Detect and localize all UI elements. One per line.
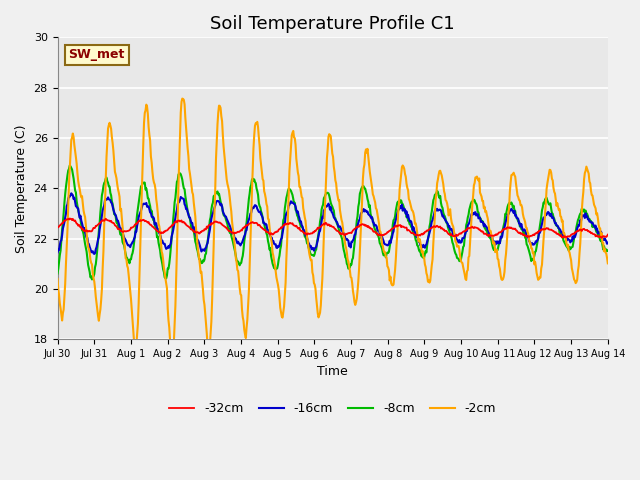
-2cm xyxy=(179,96,186,101)
Line: -32cm: -32cm xyxy=(58,218,608,238)
-2cm xyxy=(401,171,409,177)
-2cm xyxy=(207,331,214,337)
-32cm xyxy=(417,233,424,239)
-8cm xyxy=(417,252,425,258)
-8cm xyxy=(54,271,61,276)
Line: -8cm: -8cm xyxy=(58,166,608,279)
-16cm xyxy=(401,206,409,212)
-32cm xyxy=(177,218,184,224)
-8cm xyxy=(88,276,96,282)
Text: SW_met: SW_met xyxy=(68,48,125,61)
-8cm xyxy=(401,209,409,215)
-8cm xyxy=(207,215,214,220)
-2cm xyxy=(168,355,176,361)
-32cm xyxy=(63,216,71,222)
-32cm xyxy=(54,224,61,230)
-16cm xyxy=(417,242,425,248)
-8cm xyxy=(122,251,129,257)
-8cm xyxy=(604,248,612,253)
-2cm xyxy=(604,261,612,266)
Line: -2cm: -2cm xyxy=(58,98,608,358)
Legend: -32cm, -16cm, -8cm, -2cm: -32cm, -16cm, -8cm, -2cm xyxy=(164,397,501,420)
-32cm xyxy=(604,232,612,238)
Y-axis label: Soil Temperature (C): Soil Temperature (C) xyxy=(15,124,28,252)
-16cm xyxy=(63,202,71,207)
-32cm xyxy=(121,228,129,234)
-16cm xyxy=(178,195,186,201)
-8cm xyxy=(66,163,74,168)
-8cm xyxy=(63,172,71,178)
-16cm xyxy=(604,240,612,246)
-16cm xyxy=(54,250,61,255)
-16cm xyxy=(122,237,129,243)
-2cm xyxy=(63,227,71,232)
-2cm xyxy=(120,239,128,245)
Line: -16cm: -16cm xyxy=(58,193,608,254)
-2cm xyxy=(177,110,184,116)
-2cm xyxy=(54,276,61,282)
-32cm xyxy=(401,225,408,230)
-16cm xyxy=(207,222,214,228)
-16cm xyxy=(67,191,75,196)
-32cm xyxy=(598,235,605,240)
Title: Soil Temperature Profile C1: Soil Temperature Profile C1 xyxy=(211,15,455,33)
-16cm xyxy=(90,251,98,257)
X-axis label: Time: Time xyxy=(317,365,348,378)
-2cm xyxy=(417,244,425,250)
-32cm xyxy=(206,222,214,228)
-8cm xyxy=(178,174,186,180)
-32cm xyxy=(66,216,74,221)
